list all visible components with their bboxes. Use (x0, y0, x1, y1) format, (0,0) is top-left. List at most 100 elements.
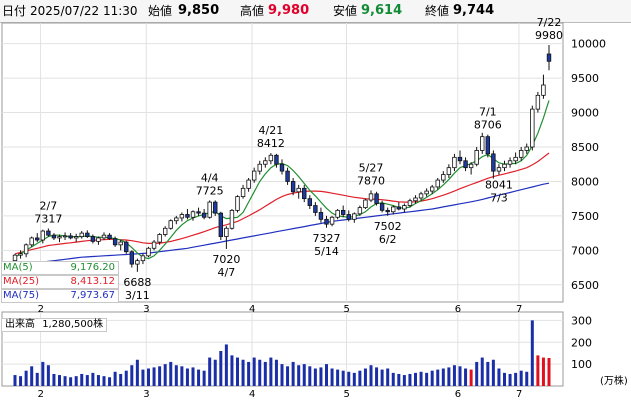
volume-bar (208, 357, 212, 386)
volume-bar (530, 320, 534, 386)
ma75-line (14, 182, 550, 267)
candle-body (185, 214, 190, 218)
volume-bar (135, 359, 139, 386)
candle-body (446, 167, 452, 175)
candle-body (379, 203, 385, 211)
candle-body (146, 247, 151, 257)
volume-bar (380, 369, 384, 386)
volume-value: 1,280,500株 (42, 319, 104, 330)
candle-body (124, 241, 129, 253)
volume-bar (458, 366, 462, 386)
annotation-value: 7317 (34, 212, 62, 225)
candle-body (151, 241, 157, 249)
month-tick-label: 5 (344, 389, 350, 400)
annotation-date: 5/27 (359, 161, 384, 174)
ma25-legend: MA(25) 8,413.12 (1, 275, 119, 289)
ma75-legend: MA(75) 7,973.67 (1, 289, 119, 303)
low-value: 9,614 (361, 3, 403, 18)
volume-label: 出来高 (5, 319, 35, 330)
candle-body (174, 217, 179, 222)
volume-bar (274, 359, 278, 386)
candle-body (218, 212, 224, 237)
candle-body (463, 160, 468, 169)
month-tick-label: 6 (455, 304, 461, 315)
volume-bar (52, 373, 56, 386)
volume-bar (391, 372, 395, 386)
volume-bar (191, 367, 195, 386)
candle-body (546, 53, 552, 62)
volume-bar (174, 365, 178, 386)
candle-body (85, 232, 90, 237)
volume-bar (19, 376, 23, 386)
annotation-value: 7502 (374, 220, 402, 233)
volume-bar (330, 368, 334, 386)
chart-grid (1, 22, 564, 387)
volume-bar (152, 367, 156, 386)
ma5-legend: MA(5) 9,176.20 (1, 261, 119, 275)
candle-body (535, 94, 541, 110)
chart-axes: 10000 9500 9000 8500 8000 7500 7000 6500 300 200 1… (38, 38, 628, 400)
volume-bar (358, 370, 362, 386)
price-tick-label: 8500 (571, 141, 599, 154)
volume-bar (397, 373, 401, 386)
candle-body (407, 200, 413, 206)
volume-bar (169, 361, 173, 386)
volume-bar (503, 372, 506, 386)
volume-bar (230, 355, 234, 386)
candle-body (162, 227, 168, 235)
annotation-date: 7/1 (479, 106, 497, 119)
candlesticks (12, 45, 552, 272)
volume-bar (113, 371, 117, 386)
candle-body (90, 236, 96, 242)
candle-body (374, 193, 379, 204)
volume-bar (269, 357, 273, 386)
volume-bar (180, 366, 184, 386)
volume-bar (386, 368, 390, 386)
candle-body (296, 187, 301, 193)
volume-bar (302, 364, 306, 386)
candle-body (18, 253, 23, 256)
volume-bar (447, 367, 451, 386)
annotation-date: 7/22 (537, 16, 562, 29)
candle-body (418, 193, 424, 199)
candle-body (246, 179, 251, 189)
candle-body (340, 209, 346, 215)
volume-bar (308, 366, 312, 386)
volume-bar (219, 351, 223, 386)
candle-body (429, 186, 435, 192)
candle-body (190, 211, 196, 218)
month-tick-label: 4 (249, 389, 255, 400)
annotation-date: 4/21 (259, 124, 284, 137)
volume-bar (469, 369, 473, 386)
volume-bar (247, 361, 251, 386)
price-tick-label: 10000 (571, 38, 606, 51)
volume-bar (491, 359, 495, 386)
month-tick-label: 2 (38, 304, 44, 315)
volume-bar (163, 364, 167, 386)
price-header: 日付 2025/07/22 11:30 始値 9,850 高値 9,980 安値… (0, 0, 631, 23)
volume-bar (475, 361, 479, 386)
volume-bar (402, 375, 406, 386)
price-tick-label: 9500 (571, 72, 599, 85)
candle-body (251, 170, 257, 181)
candle-body (313, 205, 318, 213)
price-tick-label: 6500 (571, 279, 599, 292)
candle-body (329, 216, 335, 225)
volume-bar (341, 370, 345, 386)
candle-body (496, 167, 502, 172)
ma75-legend-label: MA(75) (3, 290, 39, 301)
candle-body (229, 209, 235, 229)
annotation-value: 7327 (313, 232, 341, 245)
volume-bars (13, 320, 551, 386)
price-tick-label: 8000 (571, 175, 599, 188)
volume-bar (514, 372, 518, 386)
volume-bar (46, 365, 50, 386)
high-label: 高値 (240, 4, 265, 18)
candle-body (402, 205, 407, 210)
annotation-value: 9980 (535, 29, 563, 42)
volume-bar (85, 375, 89, 386)
open-value: 9,850 (178, 3, 220, 18)
candle-body (307, 198, 313, 206)
candle-body (35, 237, 40, 241)
